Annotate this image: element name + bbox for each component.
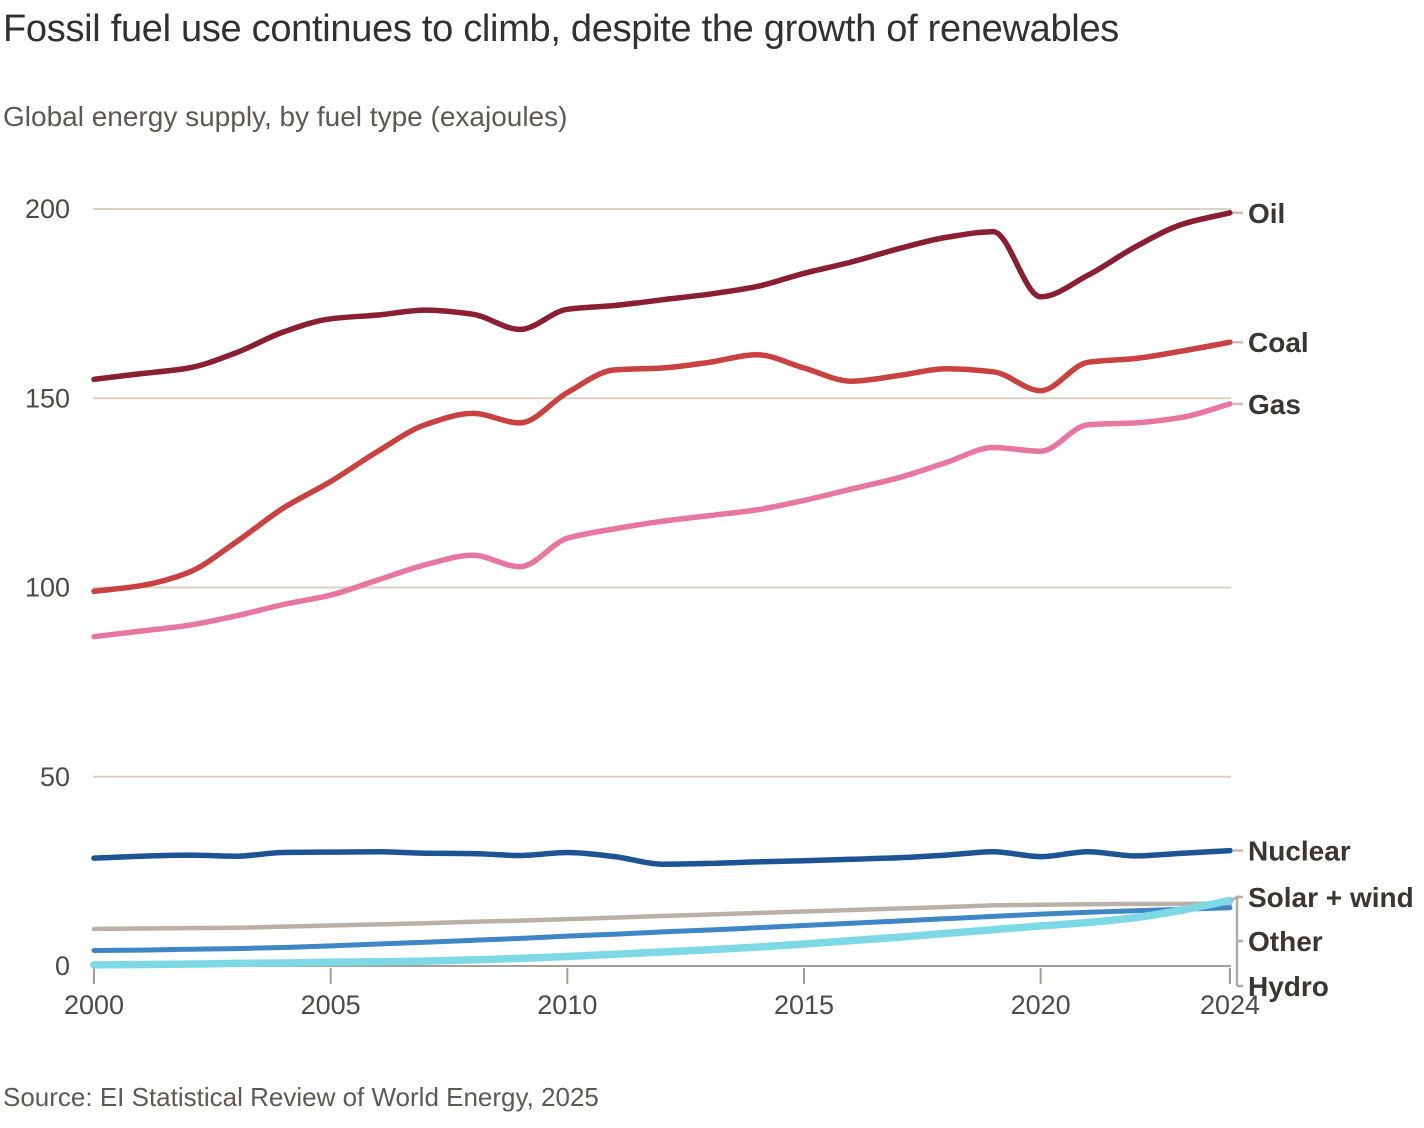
y-tick-label-150: 150 [25, 383, 70, 413]
x-tick-label-2020: 2020 [1011, 990, 1071, 1020]
y-tick-label-100: 100 [25, 573, 70, 603]
page-title: Fossil fuel use continues to climb, desp… [3, 8, 1119, 50]
series-label-oil: Oil [1248, 198, 1285, 229]
series-line-other [91, 901, 1233, 932]
x-axis-ticks-group [93, 968, 1231, 984]
x-tick-label-2005: 2005 [301, 990, 361, 1020]
x-tick-label-2024: 2024 [1200, 990, 1260, 1020]
x-tick-label-2010: 2010 [537, 990, 597, 1020]
series-label-other: Other [1248, 926, 1323, 957]
series-label-solar-wind: Solar + wind [1248, 882, 1414, 913]
y-tick-label-200: 200 [25, 194, 70, 224]
series-line-coal [91, 339, 1233, 595]
x-tick-label-2015: 2015 [774, 990, 834, 1020]
source-note: Source: EI Statistical Review of World E… [3, 1082, 599, 1112]
y-tick-label-50: 50 [40, 762, 70, 792]
series-label-nuclear: Nuclear [1248, 836, 1351, 867]
series-line-oil [91, 210, 1233, 383]
series-label-hydro: Hydro [1248, 971, 1329, 1002]
label-connectors-group [1230, 211, 1243, 988]
series-label-coal: Coal [1248, 327, 1309, 358]
series-label-gas: Gas [1248, 389, 1301, 420]
bracket-connector [1230, 894, 1243, 988]
chart-subtitle: Global energy supply, by fuel type (exaj… [3, 101, 568, 132]
y-axis-labels-group: 0 50 100 150 200 [25, 194, 70, 981]
series-labels-group: Other Hydro Solar + wind Nuclear Gas Coal Oil [1248, 198, 1414, 1002]
series-line-nuclear [91, 847, 1233, 867]
y-tick-label-0: 0 [55, 951, 70, 981]
series-line-solar-wind [90, 896, 1234, 969]
x-tick-label-2000: 2000 [64, 990, 124, 1020]
x-axis-labels-group: 2000 2005 2010 2015 2020 2024 [64, 990, 1260, 1020]
series-lines-group [90, 210, 1234, 969]
series-line-gas [91, 401, 1233, 640]
series-line-hydro [91, 905, 1233, 953]
